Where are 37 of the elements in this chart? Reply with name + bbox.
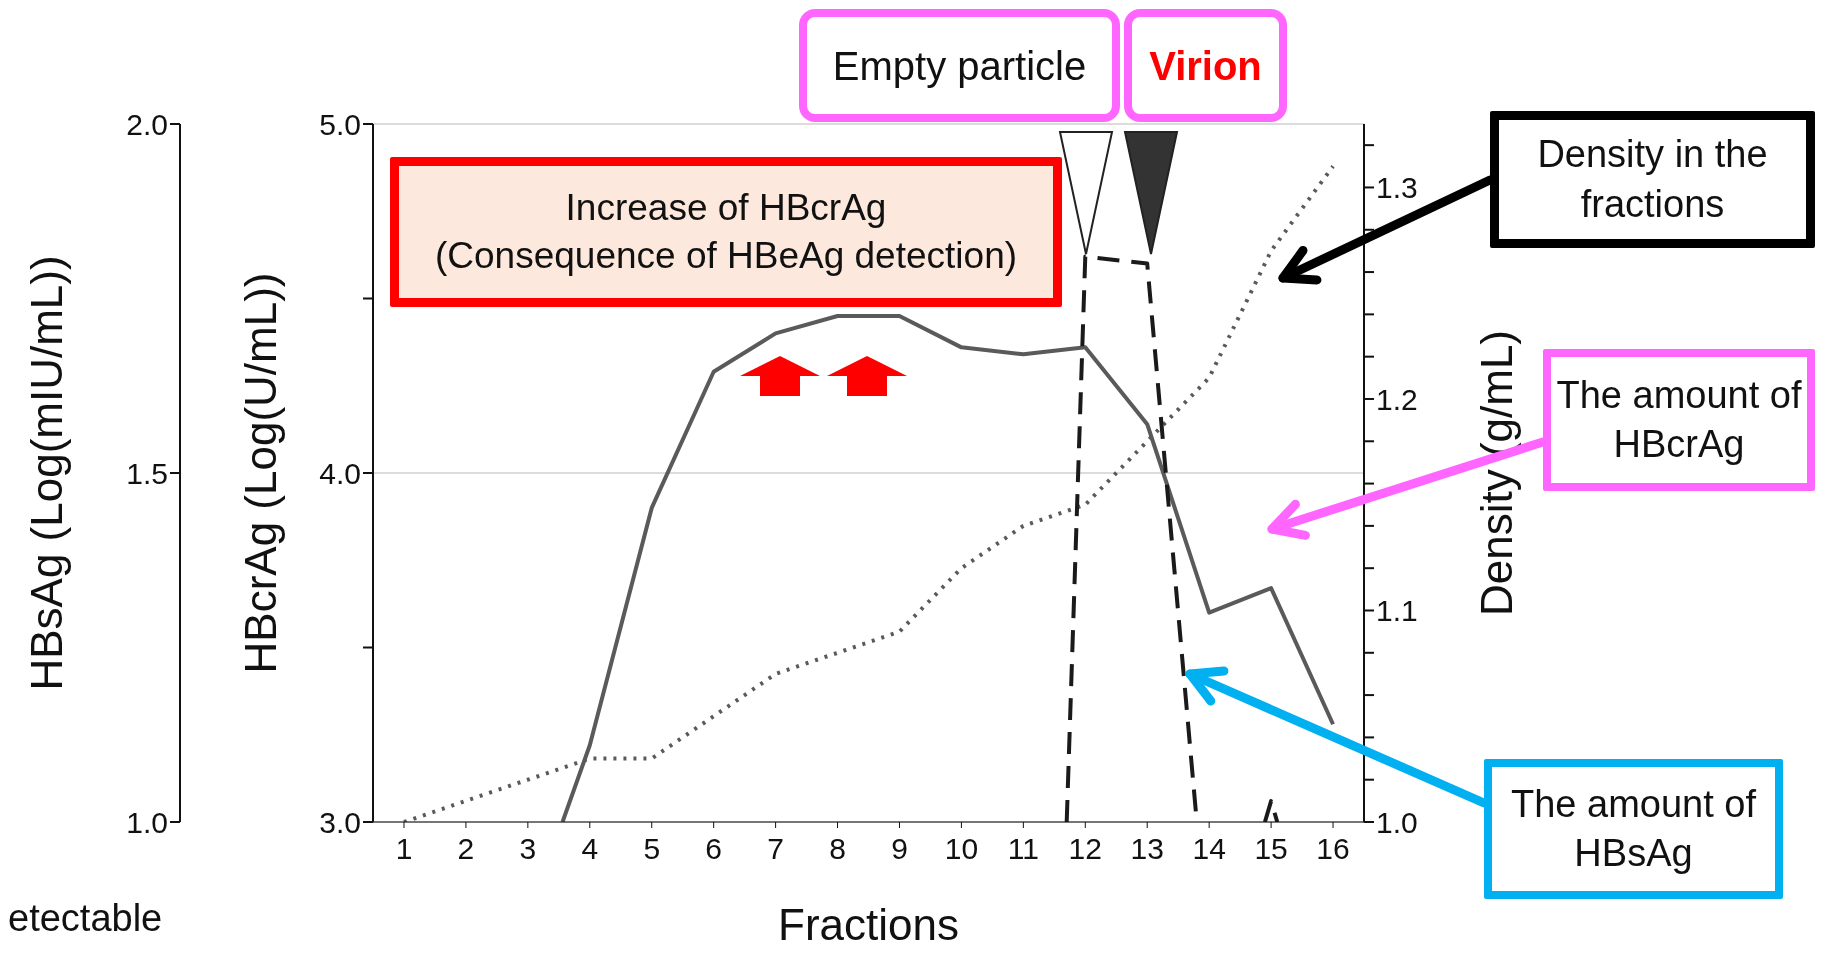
x-tick-label: 7 — [767, 832, 784, 866]
text: Density in the fractions — [1536, 132, 1769, 227]
y3-tick-label: 1.5 — [126, 456, 168, 490]
x-tick-label: 5 — [643, 832, 661, 866]
x-tick-label: 3 — [519, 832, 537, 866]
y-tick-label: 3.0 — [319, 805, 361, 839]
y-tick-label: 5.0 — [319, 107, 361, 141]
x-tick-label: 10 — [944, 832, 979, 866]
x-tick-label: 8 — [829, 832, 846, 866]
y3-tick-label: 1.0 — [126, 805, 168, 839]
y2-tick-label: 1.2 — [1376, 382, 1418, 416]
text: The amount of HBsAg — [1509, 781, 1757, 876]
x-tick-label: 13 — [1130, 832, 1164, 866]
x-tick-label: 6 — [705, 832, 722, 866]
x-tick-label: 15 — [1254, 832, 1288, 866]
x-tick-label: 2 — [457, 832, 475, 866]
y2-tick-label: 1.1 — [1376, 594, 1418, 628]
text: etectable — [8, 896, 163, 942]
y2-tick-label: 1.3 — [1376, 171, 1418, 205]
y3-tick-label: 2.0 — [126, 107, 168, 141]
text: The amount of HBcrAg — [1555, 372, 1803, 467]
y2-tick-label: 1.0 — [1376, 805, 1418, 839]
y-axis-title: HBcrAg (Log(U/mL)) — [235, 272, 285, 674]
x-tick-label: 9 — [891, 832, 908, 866]
x-tick-label: 11 — [1007, 832, 1039, 866]
x-tick-label: 1 — [395, 832, 413, 866]
text: Virion — [1149, 42, 1262, 90]
annotation: Increase of HBcrAg (Consequence of HBeAg detection) — [434, 185, 1018, 278]
line-series — [401, 164, 1336, 822]
x-tick-label: 16 — [1316, 832, 1350, 866]
x-tick-label: 12 — [1068, 832, 1102, 866]
x-axis-title: Fractions — [778, 900, 959, 949]
x-tick-label: 4 — [581, 832, 599, 866]
x-tick-label: 14 — [1192, 832, 1226, 866]
y-tick-label: 4.0 — [319, 456, 361, 490]
y3-axis-title: HBsAg (Log(mIU/mL)) — [21, 255, 71, 691]
text: Empty particle — [832, 42, 1087, 90]
